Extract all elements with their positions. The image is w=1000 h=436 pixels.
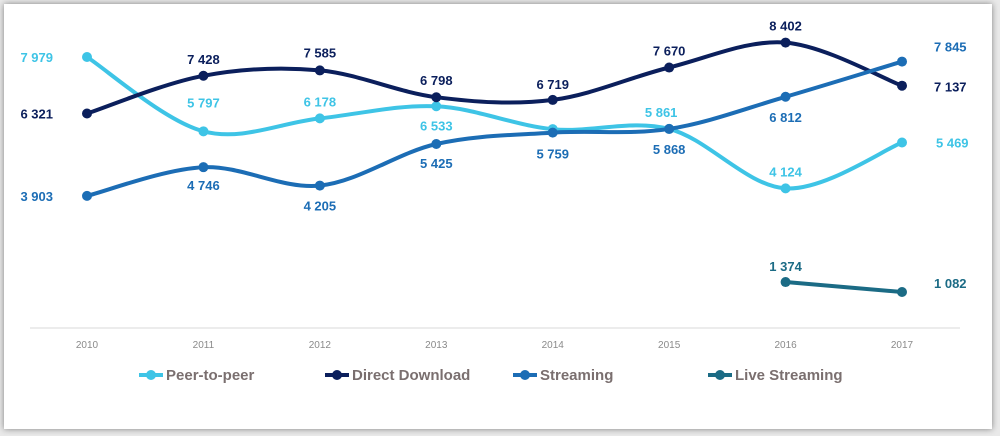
data-label-peer-to-peer-2012: 6 178 <box>304 94 337 109</box>
data-label-streaming-2010: 3 903 <box>20 189 53 204</box>
x-tick-label-2011: 2011 <box>193 340 215 351</box>
x-tick-label-2010: 2010 <box>76 340 99 351</box>
series-line-direct-download <box>85 40 904 116</box>
data-point-direct-download-2017 <box>897 80 908 91</box>
data-point-streaming-2015 <box>664 123 675 134</box>
data-label-direct-download-2013: 6 798 <box>420 73 453 88</box>
series-line-streaming <box>85 59 904 198</box>
data-point-streaming-2016 <box>780 91 791 102</box>
legend-label: Direct Download <box>352 367 470 384</box>
series-streaming <box>82 56 908 201</box>
data-label-direct-download-2011: 7 428 <box>187 52 220 67</box>
data-label-direct-download-2015: 7 670 <box>653 44 686 59</box>
data-point-peer-to-peer-2011 <box>198 126 209 137</box>
legend-swatch-marker <box>715 370 725 380</box>
data-point-streaming-2012 <box>314 180 325 191</box>
x-tick-label-2016: 2016 <box>774 340 797 351</box>
data-label-peer-to-peer-2011: 5 797 <box>187 95 220 110</box>
data-point-streaming-2017 <box>897 56 908 67</box>
series-live-streaming <box>780 277 908 297</box>
data-point-direct-download-2010 <box>82 108 92 119</box>
x-tick-label-2014: 2014 <box>542 340 565 351</box>
data-point-streaming-2013 <box>431 139 442 150</box>
series-direct-download <box>82 37 908 119</box>
legend-item-direct-download: Direct Download <box>325 367 470 384</box>
data-point-peer-to-peer-2016 <box>780 183 791 194</box>
data-point-streaming-2014 <box>547 127 558 138</box>
data-label-direct-download-2016: 8 402 <box>769 19 802 34</box>
series-line-live-streaming <box>783 280 905 294</box>
data-label-direct-download-2012: 7 585 <box>304 45 337 60</box>
data-point-peer-to-peer-2012 <box>314 113 325 124</box>
data-point-peer-to-peer-2013 <box>431 101 442 112</box>
series-line-peer-to-peer <box>85 55 904 191</box>
data-label-streaming-2012: 4 205 <box>304 199 337 214</box>
legend-swatch-marker <box>332 370 342 380</box>
data-label-streaming-2017: 7 845 <box>934 40 967 55</box>
chart-frame <box>4 4 992 429</box>
legend-item-peer-to-peer: Peer-to-peer <box>139 367 255 384</box>
legend-label: Streaming <box>540 367 613 384</box>
data-label-streaming-2014: 5 759 <box>536 147 569 162</box>
data-label-peer-to-peer-2010: 7 979 <box>20 50 53 65</box>
data-point-streaming-2011 <box>198 162 209 173</box>
data-label-peer-to-peer-2015: 5 861 <box>645 105 678 120</box>
x-tick-label-2015: 2015 <box>658 340 681 351</box>
data-point-direct-download-2013 <box>431 92 442 103</box>
x-tick-label-2012: 2012 <box>309 340 332 351</box>
legend-item-live-streaming: Live Streaming <box>708 367 843 384</box>
data-point-direct-download-2011 <box>198 70 209 81</box>
data-label-streaming-2015: 5 868 <box>653 142 686 157</box>
data-label-direct-download-2014: 6 719 <box>536 77 569 92</box>
data-point-peer-to-peer-2017 <box>897 137 908 148</box>
data-label-streaming-2016: 6 812 <box>769 110 802 125</box>
data-label-peer-to-peer-2013: 6 533 <box>420 118 453 133</box>
legend-swatch-marker <box>146 370 156 380</box>
legend: Peer-to-peer Direct Download Streaming Live… <box>139 367 843 384</box>
data-label-direct-download-2017: 7 137 <box>934 80 967 95</box>
x-axis-ticks: 2010 2011 2012 2013 2014 2015 2016 2017 <box>76 340 914 351</box>
data-label-streaming-2013: 5 425 <box>420 156 453 171</box>
data-label-direct-download-2010: 6 321 <box>20 106 53 121</box>
data-point-direct-download-2015 <box>664 62 675 73</box>
data-label-live-streaming-2016: 1 374 <box>769 259 802 274</box>
data-point-peer-to-peer-2010 <box>82 52 92 62</box>
x-tick-label-2013: 2013 <box>425 340 448 351</box>
data-label-streaming-2011: 4 746 <box>187 178 220 193</box>
data-point-live-streaming-2017 <box>897 287 908 297</box>
data-label-peer-to-peer-2016: 4 124 <box>769 164 802 179</box>
legend-swatch-marker <box>520 370 530 380</box>
data-labels: 7 979 5 797 6 178 6 533 5 861 4 124 5 469 6 321… <box>20 19 968 291</box>
data-point-streaming-2010 <box>82 190 92 201</box>
data-label-peer-to-peer-2017: 5 469 <box>936 136 969 151</box>
x-tick-label-2017: 2017 <box>891 340 914 351</box>
series-layer <box>82 37 908 297</box>
legend-label: Peer-to-peer <box>166 367 255 384</box>
data-point-direct-download-2014 <box>547 94 558 105</box>
legend-label: Live Streaming <box>735 367 843 384</box>
data-label-live-streaming-2017: 1 082 <box>934 276 967 291</box>
data-point-direct-download-2012 <box>314 65 325 76</box>
data-point-live-streaming-2016 <box>780 277 791 288</box>
legend-item-streaming: Streaming <box>513 367 613 384</box>
data-point-direct-download-2016 <box>780 37 791 48</box>
